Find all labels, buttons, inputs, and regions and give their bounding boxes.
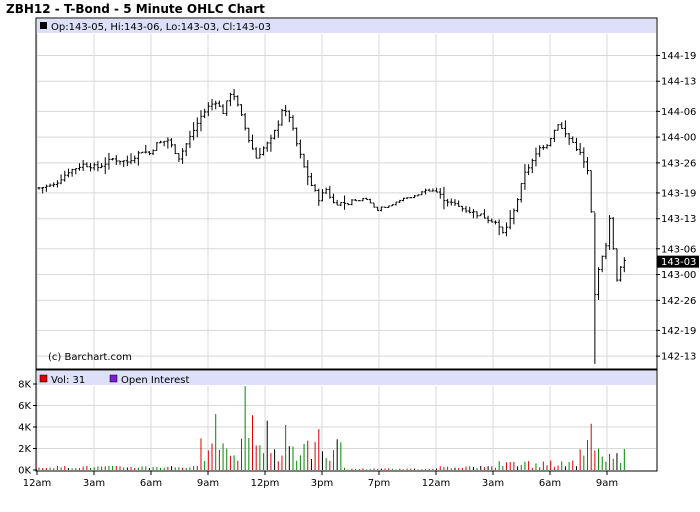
last-price-box bbox=[657, 255, 699, 268]
volume-legend-swatch bbox=[39, 374, 48, 383]
chart-title: ZBH12 - T-Bond - 5 Minute OHLC Chart bbox=[6, 2, 265, 16]
price-panel: Op:143-05, Hi:143-06, Lo:143-03, Cl:143-… bbox=[35, 17, 699, 370]
volume-tick-label: 0K bbox=[18, 466, 31, 477]
volume-panel: Vol: 31 Open Interest 8K 6K 4K 2K 0K bbox=[18, 369, 658, 477]
x-tick-label: 6am bbox=[140, 478, 162, 489]
volume-frame bbox=[35, 369, 658, 472]
price-bars bbox=[37, 89, 626, 364]
volume-tick-label: 8K bbox=[18, 380, 31, 391]
price-axis: 144-19 144-13 144-06 144-00 143-26 143-19 143-… bbox=[656, 51, 699, 363]
volume-legend: Vol: 31 bbox=[51, 375, 85, 386]
x-tick-label: 9am bbox=[197, 478, 219, 489]
volume-axis: 8K 6K 4K 2K 0K bbox=[18, 380, 37, 477]
last-price-label: 143-03 bbox=[661, 257, 696, 268]
x-tick-label: 9am bbox=[596, 478, 618, 489]
volume-header-band bbox=[37, 371, 656, 385]
copyright-label: (c) Barchart.com bbox=[48, 352, 132, 363]
volume-tick-label: 6K bbox=[18, 401, 31, 412]
price-tick-label: 143-19 bbox=[661, 188, 696, 199]
x-tick-label: 6am bbox=[539, 478, 561, 489]
volume-bars bbox=[38, 386, 625, 470]
price-tick-label: 143-26 bbox=[661, 158, 696, 169]
open-interest-legend-swatch bbox=[109, 374, 118, 383]
price-tick-label: 142-13 bbox=[661, 352, 696, 363]
price-tick-label: 142-19 bbox=[661, 326, 696, 337]
price-tick-label: 143-06 bbox=[661, 244, 696, 255]
price-tick-label: 144-00 bbox=[661, 133, 696, 144]
price-legend-swatch bbox=[40, 22, 47, 29]
x-tick-label: 12am bbox=[23, 478, 52, 489]
price-legend: Op:143-05, Hi:143-06, Lo:143-03, Cl:143-… bbox=[51, 22, 271, 33]
x-tick-label: 3am bbox=[482, 478, 504, 489]
price-tick-label: 144-19 bbox=[661, 51, 696, 62]
price-tick-label: 144-13 bbox=[661, 77, 696, 88]
price-grid bbox=[36, 34, 656, 368]
x-tick-label: 12pm bbox=[251, 478, 280, 489]
x-axis: 12am 3am 6am 9am 12pm 3pm 7pm 12am 3am 6am 9am bbox=[23, 471, 618, 489]
open-interest-legend: Open Interest bbox=[121, 375, 190, 386]
x-tick-label: 3am bbox=[83, 478, 105, 489]
x-tick-label: 7pm bbox=[368, 478, 390, 489]
price-tick-label: 144-06 bbox=[661, 107, 696, 118]
x-tick-label: 3pm bbox=[311, 478, 333, 489]
x-tick-label: 12am bbox=[422, 478, 451, 489]
price-tick-label: 143-00 bbox=[661, 270, 696, 281]
price-tick-label: 143-13 bbox=[661, 214, 696, 225]
price-tick-label: 142-26 bbox=[661, 296, 696, 307]
price-header-band bbox=[37, 19, 656, 33]
volume-tick-label: 4K bbox=[18, 423, 31, 434]
volume-tick-label: 2K bbox=[18, 444, 31, 455]
price-frame bbox=[35, 17, 658, 370]
